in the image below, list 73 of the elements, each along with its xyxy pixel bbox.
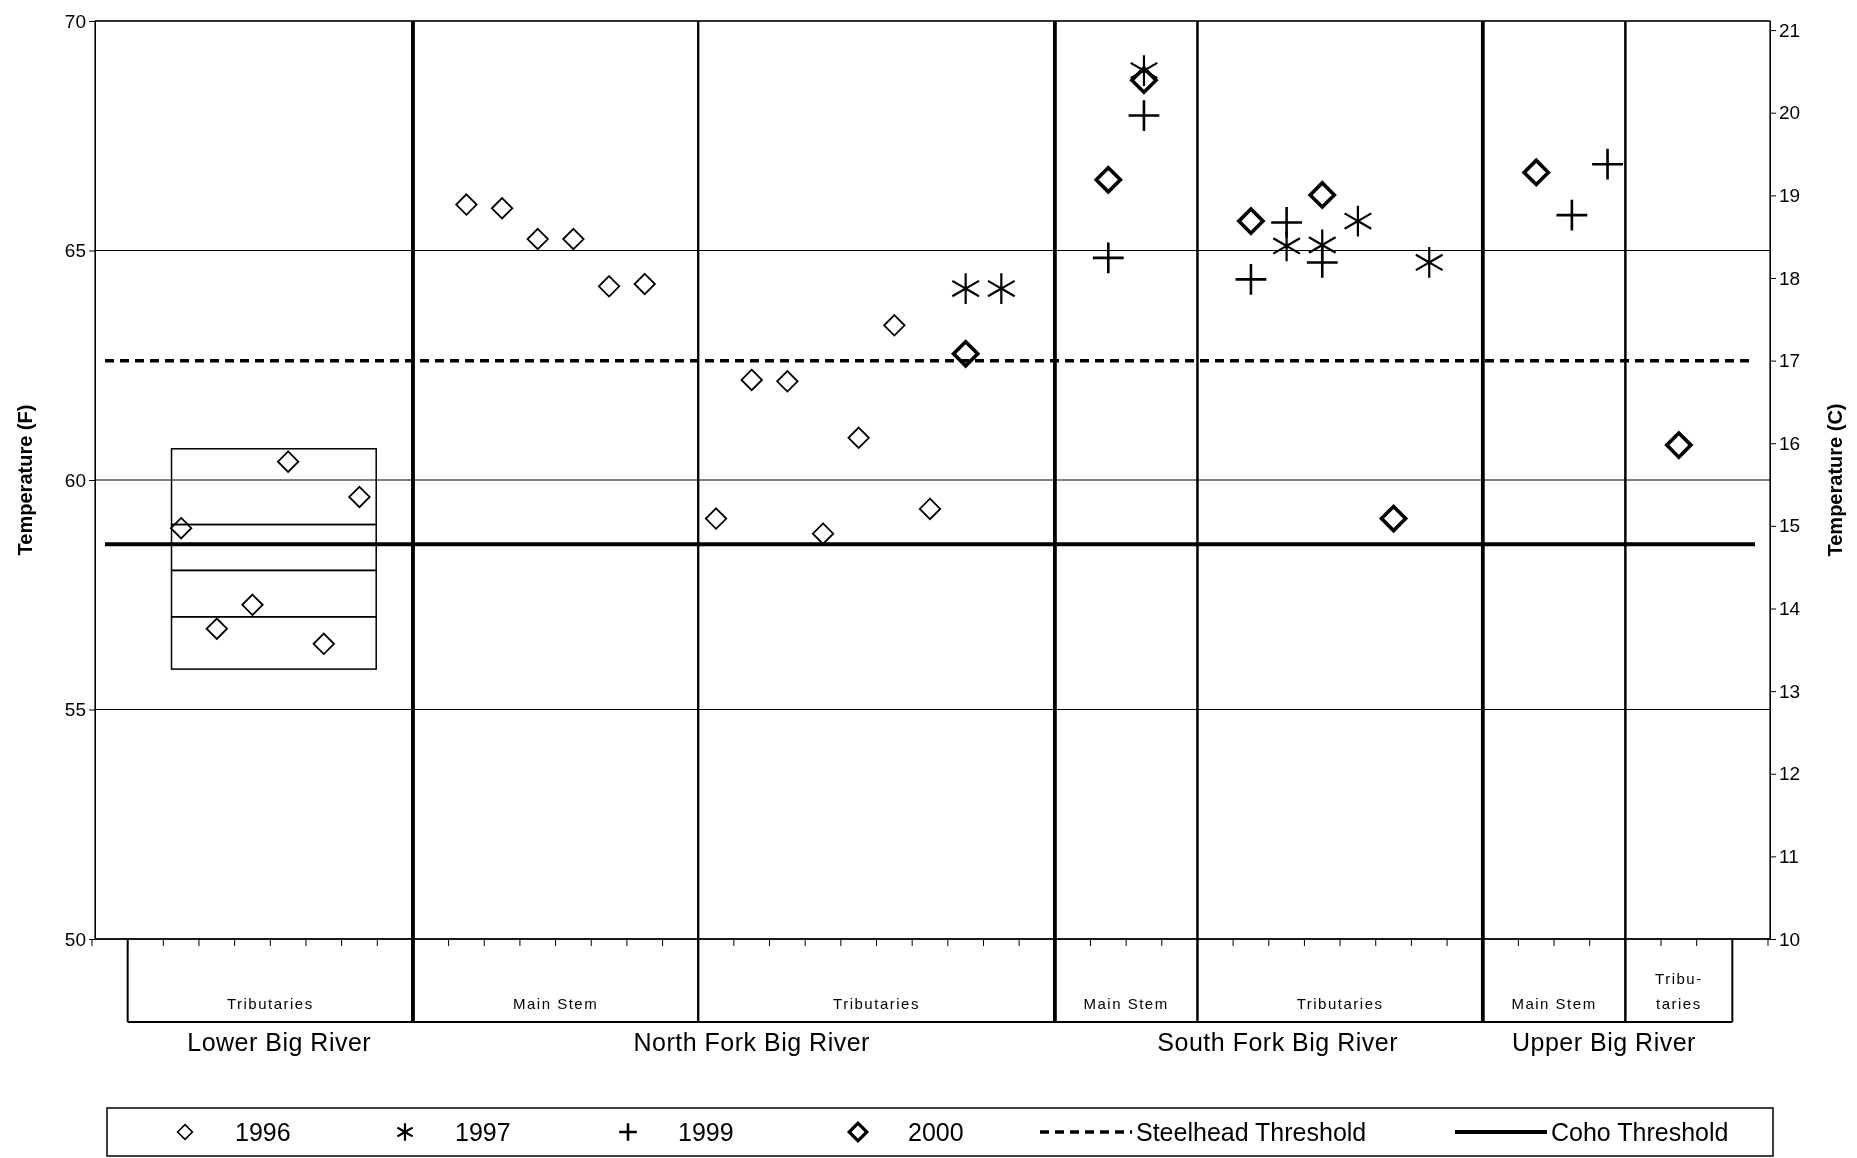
point <box>1092 242 1124 274</box>
point <box>348 485 371 509</box>
point <box>526 227 549 251</box>
point <box>1522 158 1551 187</box>
text: Main Stem <box>512 995 599 1012</box>
y2-tick-label: 14 <box>1779 598 1801 620</box>
text: South Fork Big River <box>1157 1028 1398 1056</box>
point <box>951 273 980 304</box>
point <box>918 497 942 521</box>
point <box>847 426 870 449</box>
y2-tick-label: 18 <box>1779 267 1801 289</box>
point <box>1094 165 1123 194</box>
point <box>1664 431 1693 459</box>
text: Lower Big River <box>187 1028 372 1056</box>
point <box>241 593 264 616</box>
point <box>1235 264 1267 295</box>
y-tick-label: 65 <box>64 240 86 262</box>
point <box>811 522 835 545</box>
y2-tick-label: 11 <box>1779 845 1799 867</box>
point <box>1344 205 1372 237</box>
text: North Fork Big River <box>633 1028 870 1056</box>
point <box>951 339 980 368</box>
point <box>562 227 585 251</box>
point <box>1271 207 1302 238</box>
point <box>312 632 335 655</box>
y2-tick-label: 10 <box>1779 928 1801 950</box>
y-axis-title: Temperature (F) <box>14 404 36 556</box>
y2-axis-title: Temperature (C) <box>1824 403 1846 557</box>
point <box>455 193 478 216</box>
point <box>704 507 728 530</box>
point <box>1237 207 1265 235</box>
point <box>1130 66 1158 95</box>
y-tick-label: 70 <box>64 10 86 32</box>
y2-tick-label: 16 <box>1779 432 1801 454</box>
legend-label: Steelhead Threshold <box>1136 1118 1367 1146</box>
point <box>1128 100 1160 131</box>
legend-label: 1997 <box>455 1118 511 1146</box>
point <box>633 272 656 296</box>
text: Tributaries <box>226 995 314 1012</box>
point <box>776 370 799 393</box>
text: Main Stem <box>1511 995 1597 1012</box>
y2-tick-label: 13 <box>1779 680 1801 702</box>
point <box>1415 247 1444 278</box>
point <box>883 314 906 337</box>
point <box>1306 247 1338 278</box>
legend-label: Coho Threshold <box>1551 1118 1729 1146</box>
text: Main Stem <box>1083 995 1169 1012</box>
legend-label: 1996 <box>235 1118 291 1146</box>
point <box>597 275 621 298</box>
point <box>277 450 300 473</box>
point <box>1592 148 1623 180</box>
point <box>1379 504 1408 533</box>
point <box>987 273 1016 304</box>
legend-label: 1999 <box>678 1118 734 1146</box>
y-tick-label: 60 <box>64 469 86 491</box>
point <box>740 368 763 392</box>
y2-tick-label: 12 <box>1779 763 1801 785</box>
y2-tick-label: 20 <box>1779 102 1801 124</box>
text: Tributaries <box>1296 995 1384 1012</box>
legend-label: 2000 <box>908 1118 964 1146</box>
y2-tick-label: 19 <box>1779 184 1801 206</box>
point <box>490 197 514 220</box>
text: Tributaries <box>833 995 920 1012</box>
y-tick-label: 50 <box>64 928 86 950</box>
text: Upper Big River <box>1511 1028 1696 1056</box>
y2-tick-label: 17 <box>1779 350 1801 372</box>
text: Tribu- taries <box>1655 970 1703 1012</box>
y2-tick-label: 15 <box>1779 515 1801 537</box>
y-tick-label: 55 <box>64 699 86 721</box>
point <box>170 517 193 540</box>
y2-tick-label: 21 <box>1779 19 1801 41</box>
point <box>205 617 228 640</box>
point <box>1308 181 1337 209</box>
